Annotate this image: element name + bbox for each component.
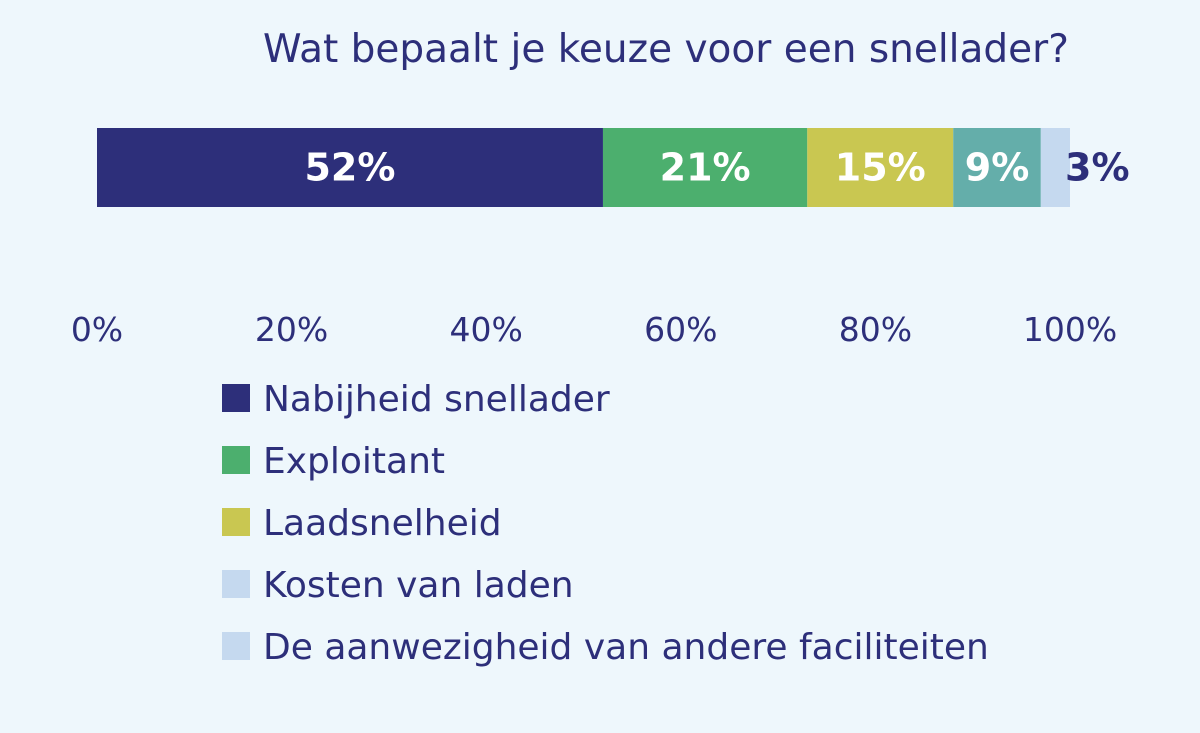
x-tick-label: 60% xyxy=(644,310,717,349)
x-tick-label: 100% xyxy=(1023,310,1117,349)
chart-title: Wat bepaalt je keuze voor een snellader? xyxy=(263,27,1069,72)
legend-swatch-2 xyxy=(222,446,250,474)
legend-label-5: De aanwezigheid van andere faciliteiten xyxy=(263,627,989,668)
bar-label-2: 21% xyxy=(660,146,751,190)
bar-segment-4 xyxy=(953,128,1041,207)
bar-segment-2 xyxy=(602,128,808,207)
legend-label-2: Exploitant xyxy=(263,441,445,482)
bar-label-1: 52% xyxy=(304,146,395,190)
legend-swatch-5 xyxy=(222,632,250,660)
x-tick-label: 80% xyxy=(839,310,912,349)
bar-label-5: 3% xyxy=(1065,146,1130,190)
bar-segment-5 xyxy=(1040,128,1070,207)
legend-label-3: Laadsnelheid xyxy=(263,503,502,544)
x-tick-label: 0% xyxy=(71,310,123,349)
legend-swatch-3 xyxy=(222,508,250,536)
x-axis-ticks: 0% 20% 40% 60% 80% 100% xyxy=(71,310,1117,349)
legend-swatch-1 xyxy=(222,384,250,412)
x-tick-label: 20% xyxy=(255,310,328,349)
bar-label-3: 15% xyxy=(835,146,926,190)
legend: Nabijheid snellader Exploitant Laadsnelhei… xyxy=(222,379,989,668)
legend-swatch-4 xyxy=(222,570,250,598)
bar-segment-1 xyxy=(97,128,603,207)
bar-segment-3 xyxy=(807,128,954,207)
bar-label-4: 9% xyxy=(965,146,1030,190)
legend-label-1: Nabijheid snellader xyxy=(263,379,610,420)
x-tick-label: 40% xyxy=(450,310,523,349)
stacked-bar: 52% 21% 15% 9% 3% xyxy=(97,128,1130,207)
legend-label-4: Kosten van laden xyxy=(263,565,574,606)
